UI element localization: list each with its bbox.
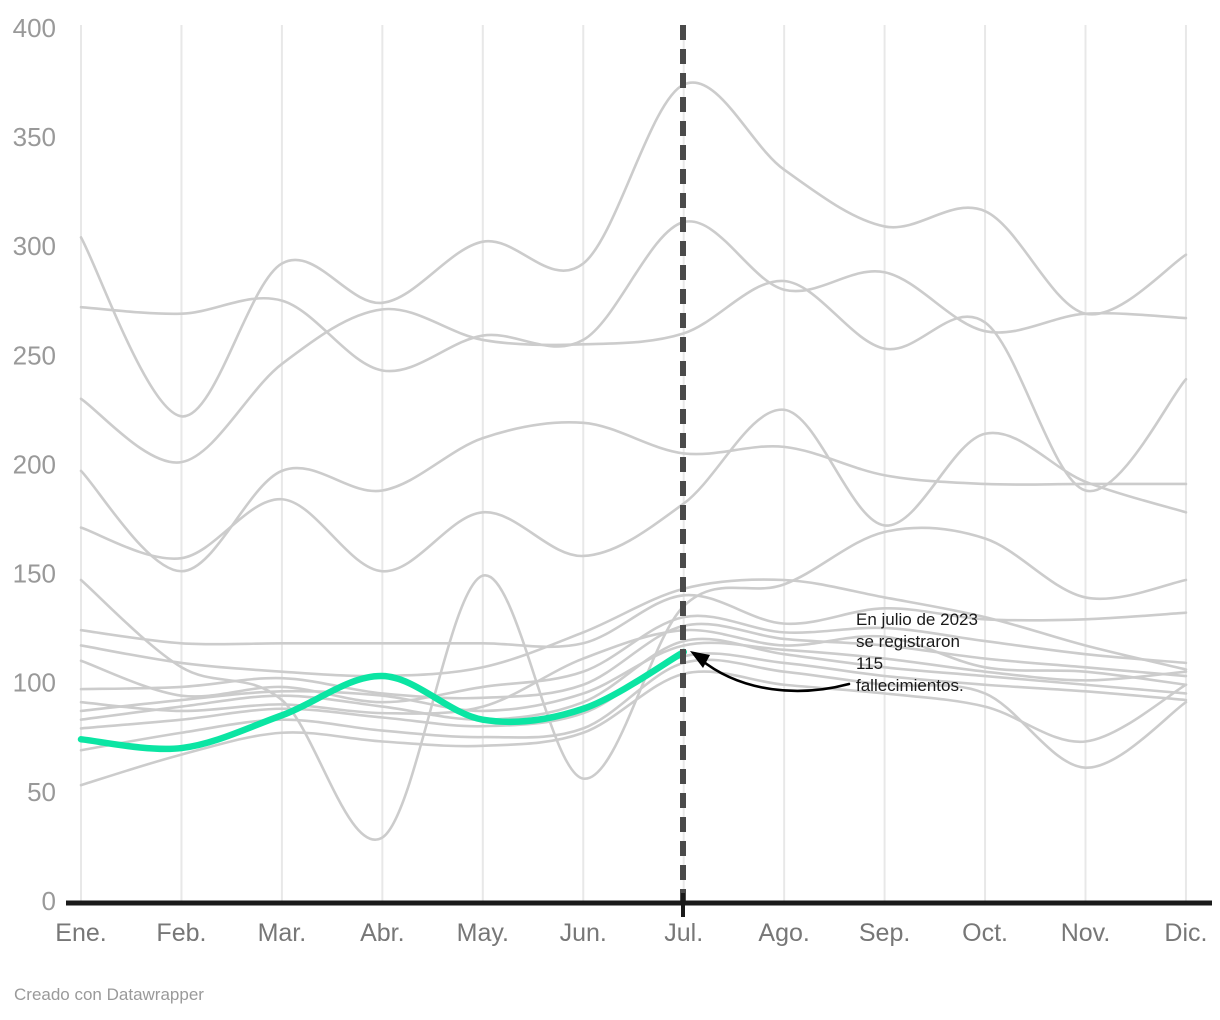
series-line-serie-2: [79, 220, 1188, 373]
annotation-line-2: se registraron: [856, 632, 960, 651]
series-line-serie-9: [79, 614, 1188, 704]
series-line-serie-8: [79, 578, 1188, 678]
y-axis-tick-labels: 0 50 100 150 200 250 300 350 400: [13, 13, 56, 916]
y-tick-label-300: 300: [13, 231, 56, 261]
y-tick-label-150: 150: [13, 559, 56, 589]
series-line-serie-12: [79, 641, 1188, 713]
series-line-serie-5: [79, 408, 1188, 573]
x-tick-label-ene: Ene.: [55, 919, 106, 947]
x-tick-label-jun: Jun.: [560, 919, 607, 947]
series-line-serie-1: [79, 81, 1188, 418]
annotation-arrow-curve: [698, 657, 851, 693]
annotation-line-3: 115: [856, 654, 883, 673]
x-tick-label-ago: Ago.: [758, 919, 809, 947]
footer-credit: Creado con Datawrapper: [14, 985, 204, 1004]
y-tick-label-400: 400: [13, 13, 56, 43]
series-line-destacada: [77, 648, 687, 753]
annotation-line-1: En julio de 2023: [856, 610, 978, 629]
x-axis-tick-labels: Ene. Feb. Mar. Abr. May. Jun. Jul. Ago. Sep. Oct.…: [55, 919, 1207, 947]
vertical-gridlines: [80, 25, 1187, 901]
annotation-group: En julio de 2023 se registraron 115 fall…: [690, 610, 978, 695]
y-tick-label-100: 100: [13, 668, 56, 698]
series-line-serie-13: [79, 637, 1188, 721]
series-line-serie-16: [79, 670, 1188, 787]
x-tick-label-sep: Sep.: [859, 919, 910, 947]
x-tick-label-mar: Mar.: [258, 919, 307, 947]
y-tick-label-250: 250: [13, 340, 56, 370]
x-tick-label-jul: Jul.: [664, 919, 703, 947]
series-line-serie-3: [79, 279, 1188, 493]
series-line-serie-10: [79, 622, 1188, 700]
x-tick-label-feb: Feb.: [156, 919, 206, 947]
series-line-serie-6: [79, 526, 1188, 842]
x-tick-label-may: May.: [457, 919, 509, 947]
y-tick-label-350: 350: [13, 122, 56, 152]
x-tick-label-nov: Nov.: [1061, 919, 1111, 947]
y-tick-label-0: 0: [42, 886, 56, 916]
x-tick-label-dic: Dic.: [1164, 919, 1207, 947]
y-tick-label-50: 50: [27, 777, 56, 807]
series-line-serie-11: [79, 628, 1188, 715]
y-tick-label-200: 200: [13, 449, 56, 479]
annotation-arrowhead: [690, 651, 710, 668]
series-line-serie-4: [79, 421, 1188, 573]
x-tick-label-oct: Oct.: [962, 919, 1008, 947]
x-tick-label-abr: Abr.: [360, 919, 404, 947]
annotation-line-4: fallecimientos.: [856, 676, 964, 695]
highlighted-series-group: [77, 648, 687, 753]
